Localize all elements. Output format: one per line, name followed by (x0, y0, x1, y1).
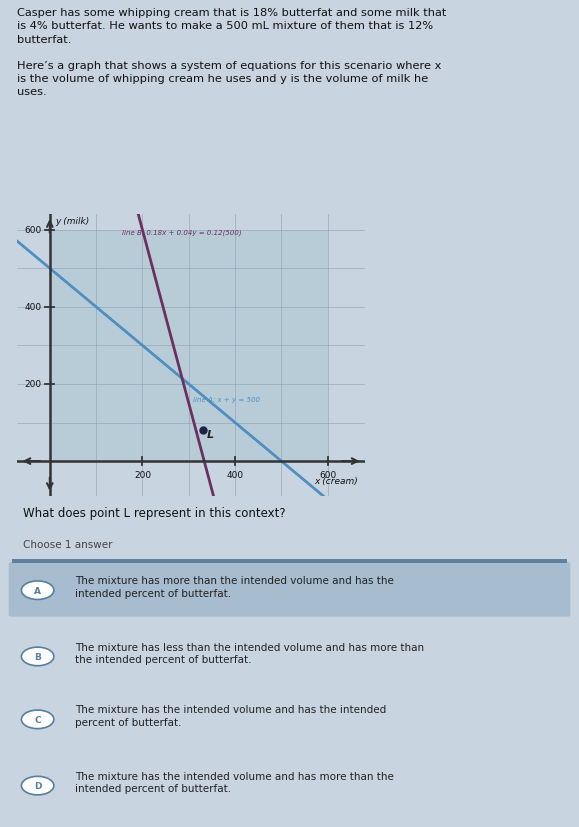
Circle shape (21, 581, 54, 600)
Text: line A: x + y = 500: line A: x + y = 500 (193, 397, 261, 403)
Text: B: B (34, 653, 41, 661)
Text: 400: 400 (24, 303, 42, 312)
Text: The mixture has the intended volume and has more than the
intended percent of bu: The mixture has the intended volume and … (75, 771, 394, 793)
Text: 400: 400 (226, 470, 244, 479)
Text: line B: 0.18x + 0.04y = 0.12(500): line B: 0.18x + 0.04y = 0.12(500) (122, 229, 241, 236)
Text: 200: 200 (134, 470, 151, 479)
Text: y (milk): y (milk) (56, 217, 90, 226)
Text: The mixture has more than the intended volume and has the
intended percent of bu: The mixture has more than the intended v… (75, 576, 394, 598)
Text: 600: 600 (24, 226, 42, 235)
Text: What does point L represent in this context?: What does point L represent in this cont… (23, 506, 286, 519)
Text: Casper has some whipping cream that is 18% butterfat and some milk that
is 4% bu: Casper has some whipping cream that is 1… (17, 8, 447, 98)
Text: x (cream): x (cream) (314, 476, 358, 485)
Text: Choose 1 answer: Choose 1 answer (23, 539, 113, 549)
Circle shape (21, 710, 54, 729)
Text: 600: 600 (319, 470, 336, 479)
Circle shape (21, 648, 54, 666)
Text: L: L (206, 430, 214, 440)
Text: C: C (34, 715, 41, 724)
Text: The mixture has the intended volume and has the intended
percent of butterfat.: The mixture has the intended volume and … (75, 705, 387, 727)
Text: The mixture has less than the intended volume and has more than
the intended per: The mixture has less than the intended v… (75, 642, 424, 664)
Text: 200: 200 (24, 380, 42, 389)
FancyBboxPatch shape (12, 559, 567, 563)
Text: D: D (34, 782, 41, 790)
FancyBboxPatch shape (9, 562, 570, 617)
FancyBboxPatch shape (50, 231, 328, 461)
Circle shape (21, 777, 54, 795)
Text: A: A (34, 586, 41, 595)
